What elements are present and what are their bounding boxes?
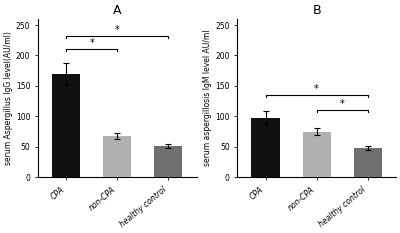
- Bar: [252, 117, 280, 177]
- Y-axis label: serum Aspergillus IgG level(AU/ml): serum Aspergillus IgG level(AU/ml): [4, 31, 13, 165]
- Text: *: *: [89, 38, 94, 48]
- Bar: [154, 146, 182, 177]
- Y-axis label: serum aspergillosis IgM level AU/ml: serum aspergillosis IgM level AU/ml: [204, 30, 212, 166]
- Text: *: *: [314, 84, 319, 94]
- Text: *: *: [115, 25, 120, 35]
- Text: A: A: [113, 4, 122, 17]
- Bar: [103, 136, 131, 177]
- Bar: [354, 148, 382, 177]
- Bar: [52, 74, 80, 177]
- Text: B: B: [312, 4, 321, 17]
- Text: *: *: [340, 99, 344, 109]
- Bar: [302, 132, 331, 177]
